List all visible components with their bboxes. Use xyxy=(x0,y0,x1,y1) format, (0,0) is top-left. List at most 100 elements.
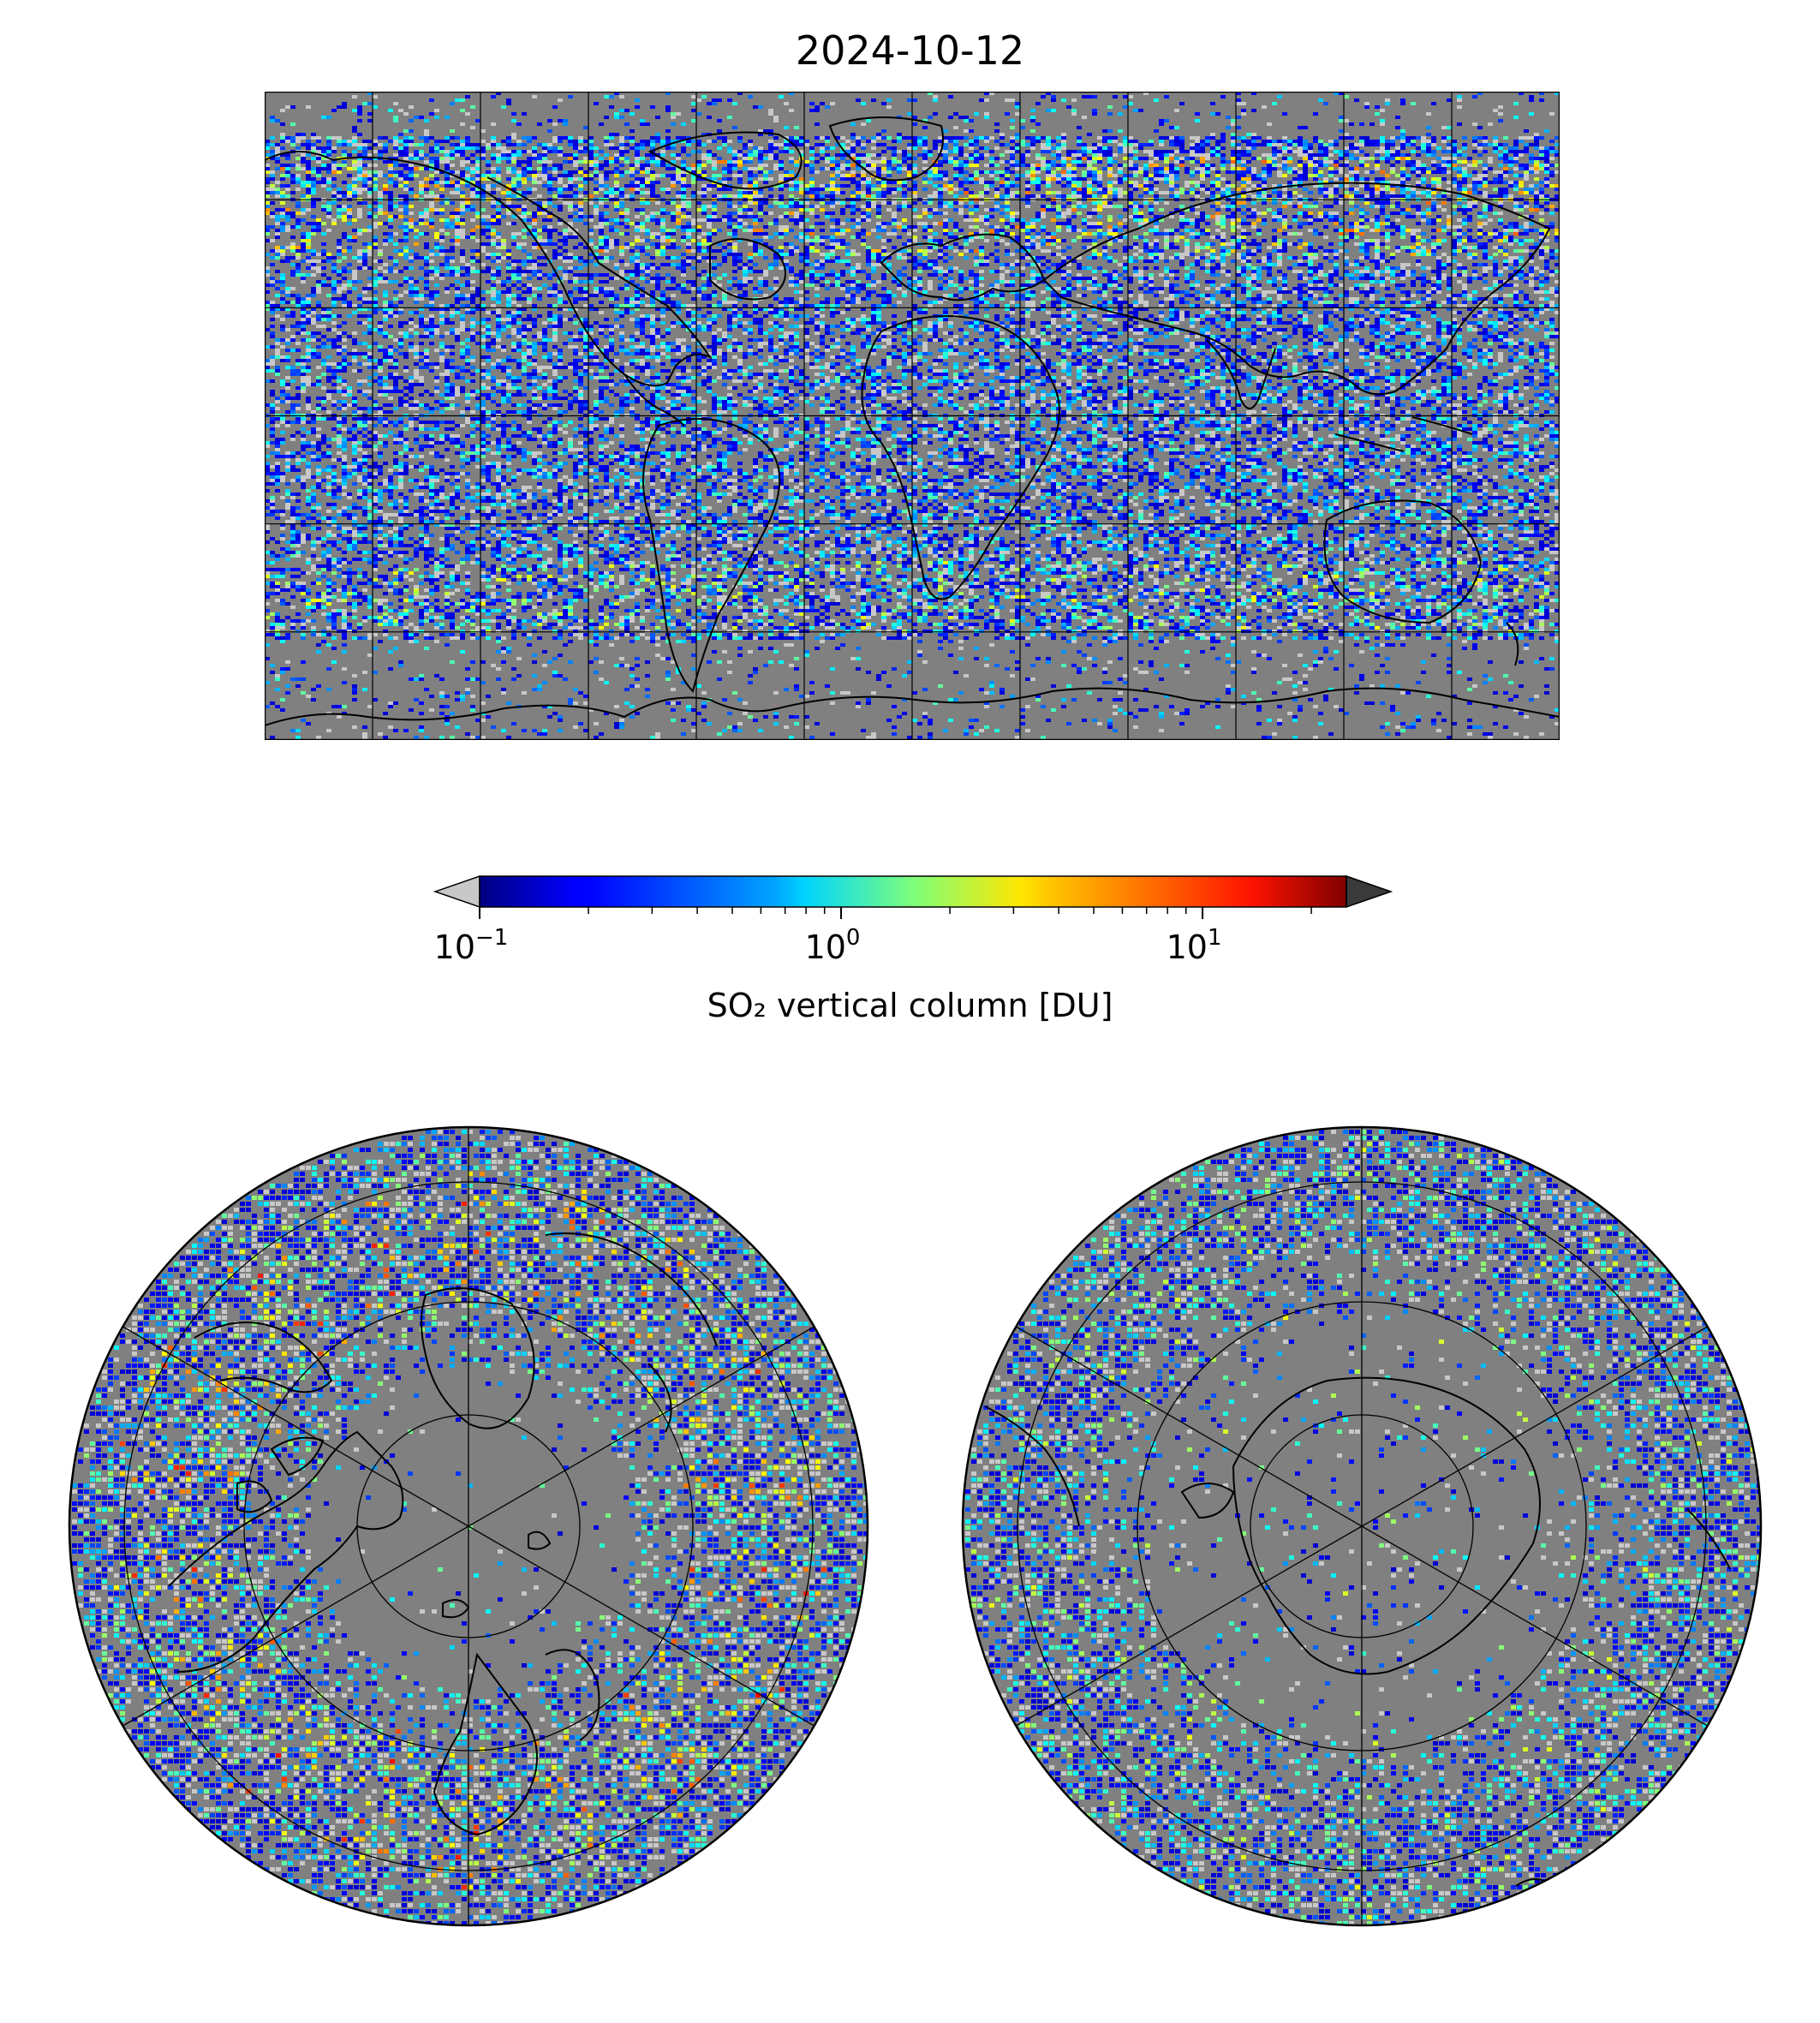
so2-pixel xyxy=(1416,153,1421,157)
so2-pixel xyxy=(933,239,938,242)
so2-pixel xyxy=(398,170,403,174)
so2-pixel xyxy=(1539,205,1544,208)
so2-pixel xyxy=(265,164,270,167)
so2-pixel xyxy=(768,205,773,208)
so2-pixel xyxy=(532,136,537,140)
so2-pixel xyxy=(1375,215,1380,218)
so2-pixel xyxy=(835,143,840,146)
so2-pixel xyxy=(403,177,409,181)
so2-pixel xyxy=(1251,133,1256,136)
so2-pixel xyxy=(568,157,573,160)
so2-pixel xyxy=(1282,222,1287,225)
so2-pixel xyxy=(1056,215,1061,218)
so2-pixel xyxy=(1118,205,1123,208)
so2-pixel xyxy=(516,208,522,212)
so2-pixel xyxy=(1138,157,1143,160)
so2-pixel xyxy=(881,157,886,160)
so2-pixel xyxy=(419,167,424,170)
so2-pixel xyxy=(373,201,378,205)
so2-pixel xyxy=(342,218,347,222)
so2-pixel xyxy=(830,188,835,191)
so2-pixel xyxy=(1477,126,1483,129)
so2-pixel xyxy=(696,236,701,239)
so2-pixel xyxy=(1498,157,1503,160)
so2-pixel xyxy=(1041,143,1046,146)
so2-pixel xyxy=(876,191,881,194)
so2-pixel xyxy=(331,184,337,188)
so2-pixel xyxy=(491,222,496,225)
so2-pixel xyxy=(321,242,326,246)
so2-pixel xyxy=(768,150,773,153)
so2-pixel xyxy=(1385,188,1390,191)
so2-pixel xyxy=(830,174,835,177)
so2-pixel xyxy=(933,167,938,170)
so2-pixel xyxy=(1210,112,1215,116)
so2-pixel xyxy=(743,215,748,218)
so2-pixel xyxy=(1328,146,1334,150)
so2-pixel xyxy=(794,188,799,191)
so2-pixel xyxy=(403,174,409,177)
so2-pixel xyxy=(265,212,270,215)
so2-pixel xyxy=(1369,194,1375,198)
so2-pixel xyxy=(1282,157,1287,160)
so2-pixel xyxy=(578,146,583,150)
so2-pixel xyxy=(326,140,331,143)
so2-pixel xyxy=(1524,201,1529,205)
so2-pixel xyxy=(794,140,799,143)
so2-pixel xyxy=(1524,239,1529,242)
so2-pixel xyxy=(845,174,850,177)
so2-pixel xyxy=(1051,160,1056,164)
so2-pixel xyxy=(701,212,707,215)
so2-pixel xyxy=(1513,239,1519,242)
so2-pixel xyxy=(773,116,779,119)
so2-pixel xyxy=(1359,122,1364,126)
so2-pixel xyxy=(1246,170,1251,174)
so2-pixel xyxy=(964,239,969,242)
so2-pixel xyxy=(1015,112,1020,116)
so2-pixel xyxy=(1385,174,1390,177)
so2-pixel xyxy=(892,201,897,205)
so2-pixel xyxy=(1035,215,1041,218)
so2-pixel xyxy=(943,222,948,225)
so2-pixel xyxy=(465,208,470,212)
so2-pixel xyxy=(1508,181,1513,184)
so2-pixel xyxy=(727,205,732,208)
so2-pixel xyxy=(712,153,717,157)
so2-pixel xyxy=(301,246,306,249)
so2-pixel xyxy=(265,177,270,181)
so2-pixel xyxy=(1431,102,1436,105)
so2-pixel xyxy=(393,170,398,174)
so2-pixel xyxy=(640,208,645,212)
so2-pixel xyxy=(1441,225,1447,229)
so2-pixel xyxy=(1174,239,1179,242)
so2-pixel xyxy=(522,174,527,177)
so2-pixel xyxy=(640,122,645,126)
so2-pixel xyxy=(1267,194,1272,198)
so2-pixel xyxy=(635,246,640,249)
so2-pixel xyxy=(1071,167,1077,170)
so2-pixel xyxy=(1349,232,1354,236)
so2-pixel xyxy=(347,239,352,242)
so2-pixel xyxy=(1174,150,1179,153)
so2-pixel xyxy=(542,157,547,160)
so2-pixel xyxy=(1277,170,1282,174)
so2-pixel xyxy=(1092,170,1097,174)
so2-pixel xyxy=(1077,157,1082,160)
so2-pixel xyxy=(1462,218,1467,222)
so2-pixel xyxy=(1359,232,1364,236)
so2-pixel xyxy=(367,215,373,218)
so2-pixel xyxy=(1364,164,1369,167)
so2-pixel xyxy=(928,153,933,157)
so2-pixel xyxy=(1205,229,1210,232)
so2-pixel xyxy=(1539,136,1544,140)
global-map xyxy=(265,92,1560,740)
so2-pixel xyxy=(1375,191,1380,194)
so2-pixel xyxy=(645,181,650,184)
so2-pixel xyxy=(619,215,624,218)
so2-pixel xyxy=(373,95,378,98)
so2-pixel xyxy=(665,239,671,242)
so2-pixel xyxy=(1529,188,1534,191)
so2-pixel xyxy=(450,170,455,174)
so2-pixel xyxy=(506,98,511,102)
so2-pixel xyxy=(640,170,645,174)
